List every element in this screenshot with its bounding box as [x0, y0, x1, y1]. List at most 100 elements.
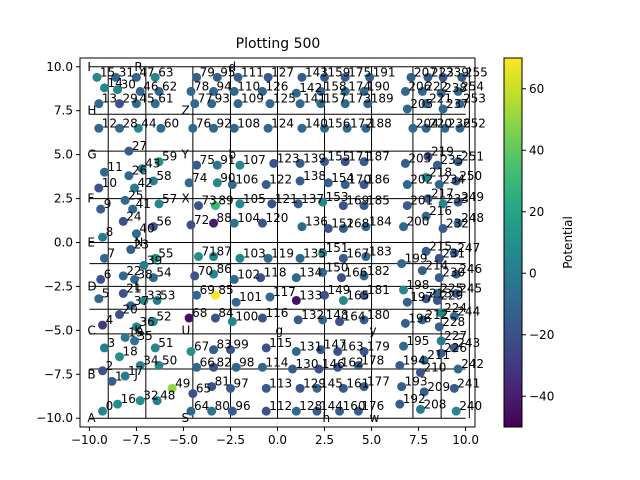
point-label: 151 [326, 241, 349, 255]
data-point [133, 123, 143, 133]
data-point [98, 232, 108, 242]
point-label: 157 [324, 92, 347, 106]
data-point [115, 310, 124, 320]
point-label: 154 [331, 171, 354, 185]
point-label: 218 [429, 165, 452, 179]
data-point [126, 245, 136, 255]
data-point [397, 259, 407, 269]
point-label: 63 [158, 65, 173, 79]
data-point [291, 346, 301, 356]
x-tick-label: −5.0 [169, 433, 198, 447]
data-point [94, 99, 104, 109]
point-label: 8 [106, 225, 114, 239]
point-label: 91 [220, 153, 235, 167]
region-label: Z [181, 104, 189, 118]
point-label: 142 [299, 81, 322, 95]
point-label: 82 [217, 355, 232, 369]
point-label: 10 [102, 176, 117, 190]
x-tick-label: 5.0 [362, 433, 381, 447]
data-point [333, 346, 343, 356]
point-label: 155 [328, 150, 351, 164]
point-label: 180 [367, 308, 390, 322]
point-label: 206 [408, 79, 431, 93]
data-point [212, 160, 222, 170]
point-label: 254 [461, 79, 484, 93]
data-point [139, 260, 149, 270]
colorbar-tick-label: −40 [529, 389, 554, 403]
data-point [436, 348, 446, 358]
point-label: 90 [220, 171, 235, 185]
data-point [314, 364, 324, 374]
point-label: 135 [303, 246, 326, 260]
point-label: 116 [265, 306, 288, 320]
data-point [408, 123, 418, 133]
point-label: 33 [147, 288, 162, 302]
point-label: 168 [346, 216, 369, 230]
data-point [312, 406, 322, 416]
point-label: 102 [237, 267, 260, 281]
point-label: 32 [143, 389, 158, 403]
data-point [128, 204, 138, 214]
data-point [194, 201, 203, 211]
point-label: 17 [128, 364, 143, 378]
point-label: 156 [328, 116, 351, 130]
data-point [227, 180, 237, 190]
data-point [269, 158, 279, 168]
point-label: 202 [410, 173, 433, 187]
point-label: 43 [145, 157, 160, 171]
point-label: 108 [237, 116, 260, 130]
data-point [402, 104, 412, 114]
point-label: 18 [123, 345, 138, 359]
data-point [453, 218, 463, 228]
data-point [323, 223, 333, 233]
point-label: 231 [442, 246, 465, 260]
point-label: 118 [264, 266, 287, 280]
data-point [207, 99, 217, 109]
data-point [336, 273, 346, 283]
point-label: 234 [442, 173, 465, 187]
data-point [229, 218, 239, 228]
data-point [265, 292, 275, 302]
point-label: 175 [348, 65, 371, 79]
data-point [233, 99, 243, 109]
point-label: 250 [459, 169, 482, 183]
point-label: 132 [301, 308, 324, 322]
point-label: 119 [271, 246, 294, 260]
data-point [167, 383, 177, 393]
point-label: 129 [303, 376, 326, 390]
point-label: 22 [126, 264, 141, 278]
data-point [111, 72, 121, 82]
point-label: 219 [431, 144, 454, 158]
point-label: 28 [123, 116, 138, 130]
data-point [338, 295, 348, 305]
point-label: 39 [147, 253, 162, 267]
point-label: 70 [198, 264, 213, 278]
point-label: 189 [371, 92, 394, 106]
point-label: 114 [265, 355, 288, 369]
data-point [432, 295, 442, 305]
point-label: 81 [215, 375, 230, 389]
data-point [263, 253, 273, 263]
point-label: 111 [241, 65, 264, 79]
region-label: F [87, 192, 94, 206]
data-point [338, 253, 348, 263]
point-label: 27 [132, 139, 147, 153]
region-label: G [87, 148, 96, 162]
point-label: 177 [367, 375, 390, 389]
data-point [115, 123, 124, 133]
data-point [261, 180, 271, 190]
data-point [135, 361, 145, 370]
point-label: 150 [326, 260, 349, 274]
point-label: 31 [119, 65, 134, 79]
data-point [257, 86, 267, 96]
point-label: 26 [132, 164, 147, 178]
data-point [192, 72, 202, 82]
point-label: 107 [243, 153, 266, 167]
data-point [295, 176, 305, 186]
data-point [402, 297, 412, 307]
point-label: 11 [107, 160, 122, 174]
point-label: 140 [305, 116, 328, 130]
point-label: 196 [408, 311, 431, 325]
point-label: 237 [446, 97, 469, 111]
